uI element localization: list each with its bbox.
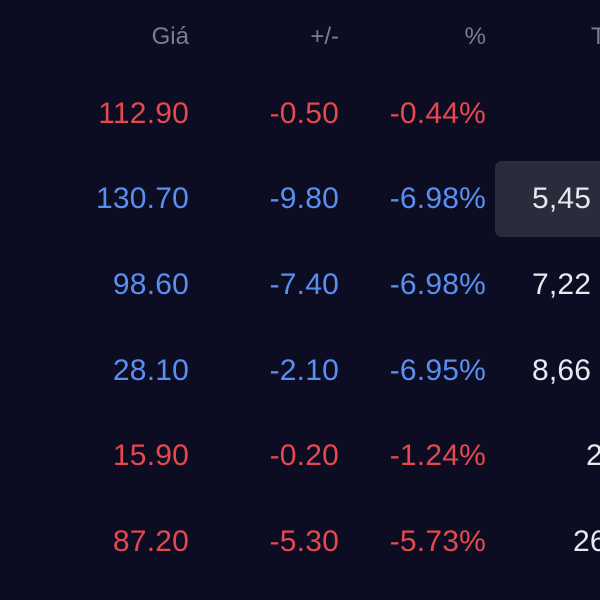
volume-cell: 2 bbox=[586, 439, 600, 472]
change-cell: -0.50 bbox=[269, 97, 339, 130]
volume-cell: 26 bbox=[573, 525, 600, 558]
change-cell: -9.80 bbox=[269, 182, 339, 215]
table-row[interactable]: 15.90 -0.20 -1.24% 2 bbox=[0, 426, 600, 486]
price-cell: 28.10 bbox=[112, 354, 189, 387]
price-cell: 87.20 bbox=[112, 525, 189, 558]
table-row[interactable]: 130.70 -9.80 -6.98% 5,45 bbox=[0, 169, 600, 229]
price-cell: 15.90 bbox=[112, 439, 189, 472]
percent-cell: -0.44% bbox=[389, 97, 486, 130]
header-percent[interactable]: % bbox=[464, 23, 486, 50]
cell-highlight bbox=[495, 161, 600, 237]
percent-cell: -6.95% bbox=[389, 354, 486, 387]
percent-cell: -6.98% bbox=[389, 182, 486, 215]
header-price[interactable]: Giá bbox=[151, 23, 189, 50]
percent-cell: -5.73% bbox=[389, 525, 486, 558]
volume-cell: 8,66 bbox=[532, 354, 592, 387]
change-cell: -0.20 bbox=[269, 439, 339, 472]
percent-cell: -1.24% bbox=[389, 439, 486, 472]
change-cell: -7.40 bbox=[269, 268, 339, 301]
volume-cell: 7,22 bbox=[532, 268, 592, 301]
table-row[interactable]: 98.60 -7.40 -6.98% 7,22 bbox=[0, 255, 600, 315]
volume-cell: 5,45 bbox=[532, 182, 592, 215]
price-cell: 130.70 bbox=[96, 182, 189, 215]
header-col4[interactable]: T bbox=[591, 23, 600, 50]
change-cell: -5.30 bbox=[269, 525, 339, 558]
percent-cell: -6.98% bbox=[389, 268, 486, 301]
table-row[interactable]: 87.20 -5.30 -5.73% 26 bbox=[0, 512, 600, 572]
header-change[interactable]: +/- bbox=[310, 23, 339, 50]
price-cell: 112.90 bbox=[98, 97, 189, 130]
change-cell: -2.10 bbox=[269, 354, 339, 387]
price-cell: 98.60 bbox=[112, 268, 189, 301]
table-row[interactable]: 112.90 -0.50 -0.44% bbox=[0, 84, 600, 144]
table-row[interactable]: 28.10 -2.10 -6.95% 8,66 bbox=[0, 341, 600, 401]
